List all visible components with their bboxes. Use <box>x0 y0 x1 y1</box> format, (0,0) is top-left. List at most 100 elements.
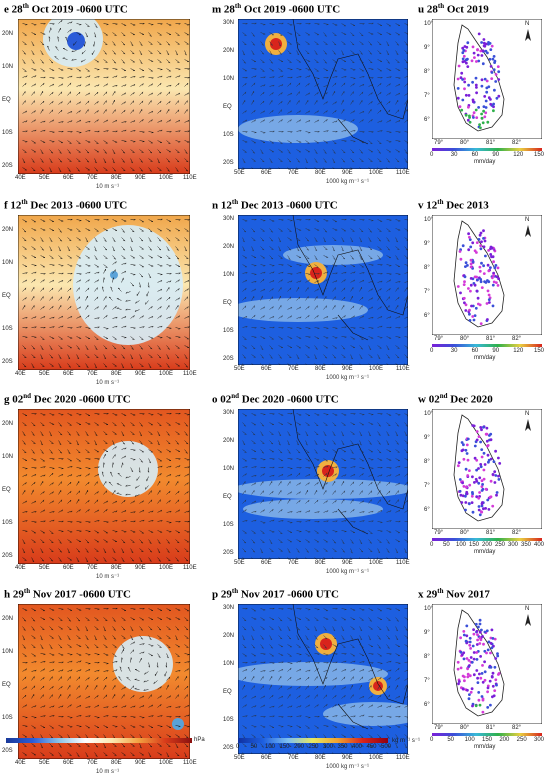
station-dot <box>473 481 476 484</box>
station-dot <box>463 658 466 661</box>
station-dot <box>475 669 478 672</box>
station-dot <box>489 58 492 61</box>
station-dot <box>490 642 493 645</box>
station-dot <box>477 303 480 306</box>
station-dot <box>472 628 475 631</box>
lat-tick-label: 20S <box>223 356 234 362</box>
station-dot <box>482 62 485 65</box>
flux-scale-label: 1000 kg m⁻¹ s⁻¹ <box>326 178 369 185</box>
station-dot <box>477 106 480 109</box>
station-dot <box>476 430 479 433</box>
station-dot <box>473 633 476 636</box>
colorbar-tick-label: 150 <box>534 152 544 158</box>
lon-tick-label: 60E <box>261 560 272 566</box>
lon-tick-label: 80° <box>460 530 469 536</box>
station-dot <box>475 91 478 94</box>
station-dot <box>497 65 500 68</box>
station-dot <box>487 249 490 252</box>
station-dot <box>460 109 463 112</box>
station-dot <box>494 80 497 83</box>
station-dot <box>496 655 499 658</box>
station-dot <box>473 111 476 114</box>
station-dot <box>482 121 485 124</box>
lon-tick-label: 100E <box>159 371 173 377</box>
station-dot <box>486 279 489 282</box>
station-dot <box>469 246 472 249</box>
station-dot <box>461 653 464 656</box>
station-dot <box>489 704 492 707</box>
panel-day: 29 <box>426 589 437 601</box>
lon-tick-label: 50E <box>234 560 245 566</box>
station-dot <box>479 655 482 658</box>
station-dot <box>491 646 494 649</box>
station-dot <box>485 91 488 94</box>
station-dot <box>463 81 466 84</box>
lon-tick-label: 50E <box>39 565 50 571</box>
station-dot <box>491 675 494 678</box>
station-dot <box>474 284 477 287</box>
lon-tick-label: 70E <box>87 760 98 766</box>
moist-panel-title: o 02nd Dec 2020 -0600 UTC <box>212 392 339 406</box>
station-dot <box>484 255 487 258</box>
station-dot <box>474 457 477 460</box>
flux-colorbar <box>238 738 388 743</box>
colorbar-tick-label: 100 <box>465 737 475 743</box>
station-dot <box>479 426 482 429</box>
flux-scale-label: 1000 kg m⁻¹ s⁻¹ <box>326 763 369 770</box>
station-dot <box>466 689 469 692</box>
station-dot <box>478 505 481 508</box>
station-dot <box>470 691 473 694</box>
station-dot <box>494 450 497 453</box>
colorbar-tick-label: 60 <box>472 152 479 158</box>
lat-tick-label: 30N <box>223 216 234 222</box>
station-dot <box>480 465 483 468</box>
station-dot <box>481 456 484 459</box>
panel-letter: w <box>418 394 426 406</box>
station-dot <box>491 276 494 279</box>
cyclone-core <box>110 271 118 279</box>
panel-letter: u <box>418 4 424 16</box>
station-dot <box>461 441 464 444</box>
station-dot <box>489 42 492 45</box>
lat-tick-label: 10S <box>223 717 234 723</box>
station-dot <box>486 52 489 55</box>
station-dot <box>470 263 473 266</box>
station-dot <box>488 298 491 301</box>
lon-tick-label: 79° <box>434 530 443 536</box>
lon-tick-label: 90E <box>135 760 146 766</box>
station-dot <box>461 99 464 102</box>
station-dot <box>497 95 500 98</box>
station-dot <box>468 484 471 487</box>
north-label: N <box>525 217 529 223</box>
colorbar-tick-label: 300 <box>508 542 518 548</box>
lat-tick-label: 10° <box>424 606 433 612</box>
station-dot <box>496 97 499 100</box>
station-dot <box>488 508 491 511</box>
station-dot <box>466 452 469 455</box>
station-dot <box>481 695 484 698</box>
station-dot <box>486 690 489 693</box>
lat-tick-label: EQ <box>223 494 232 500</box>
lon-tick-label: 100E <box>159 175 173 181</box>
panel-day: 02 <box>220 394 231 406</box>
station-dot <box>462 630 465 633</box>
wind-scale-label: 10 m s⁻¹ <box>96 183 119 190</box>
station-dot <box>497 457 500 460</box>
lon-tick-label: 81° <box>486 725 495 731</box>
station-dot <box>483 452 486 455</box>
colorbar-unit-label: mm/day <box>474 744 495 750</box>
station-dot <box>484 679 487 682</box>
lon-tick-label: 90E <box>342 560 353 566</box>
station-dot <box>463 283 466 286</box>
lat-tick-label: 8° <box>424 459 430 465</box>
station-dot <box>457 682 460 685</box>
station-dot <box>468 94 471 97</box>
station-dot <box>490 480 493 483</box>
panel-date: Dec 2013 -0600 UTC <box>28 200 128 212</box>
lon-tick-label: 70E <box>87 565 98 571</box>
station-dot <box>475 651 478 654</box>
lon-tick-label: 90E <box>135 175 146 181</box>
station-dot <box>471 495 474 498</box>
panel-day: 28 <box>224 4 235 16</box>
station-dot <box>481 664 484 667</box>
